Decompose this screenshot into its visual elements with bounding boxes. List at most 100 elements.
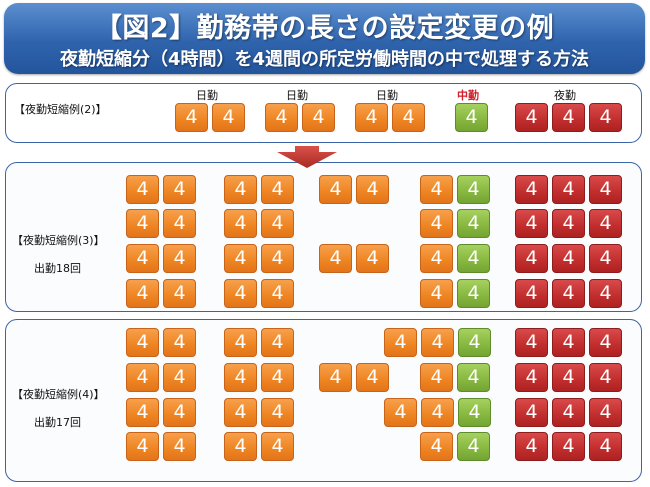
night-shift-block: 4 (589, 103, 622, 132)
day-shift-block: 4 (319, 363, 352, 392)
day-shift-block: 4 (261, 279, 294, 308)
day-shift-block: 4 (224, 328, 257, 357)
shift-label-day-2: 日勤 (286, 89, 308, 102)
day-shift-block: 4 (421, 328, 454, 357)
day-shift-block: 4 (392, 103, 425, 132)
day-shift-block: 4 (224, 279, 257, 308)
day-shift-block: 4 (126, 244, 159, 273)
example-4-count: 出勤17回 (34, 416, 81, 429)
day-shift-block: 4 (261, 398, 294, 427)
day-shift-block: 4 (420, 363, 453, 392)
mid-shift-block: 4 (455, 103, 488, 132)
mid-shift-block: 4 (457, 209, 490, 238)
night-shift-block: 4 (589, 328, 622, 357)
night-shift-block: 4 (589, 398, 622, 427)
shift-label-day-3: 日勤 (376, 89, 398, 102)
night-shift-block: 4 (552, 279, 585, 308)
day-shift-block: 4 (356, 244, 389, 273)
night-shift-block: 4 (515, 279, 548, 308)
night-shift-block: 4 (515, 209, 548, 238)
night-shift-block: 4 (515, 398, 548, 427)
day-shift-block: 4 (384, 328, 417, 357)
night-shift-block: 4 (552, 103, 585, 132)
day-shift-block: 4 (355, 103, 388, 132)
day-shift-block: 4 (384, 398, 417, 427)
day-shift-block: 4 (175, 103, 208, 132)
day-shift-block: 4 (420, 175, 453, 204)
day-shift-block: 4 (420, 209, 453, 238)
day-shift-block: 4 (163, 279, 196, 308)
shift-label-day-1: 日勤 (196, 89, 218, 102)
day-shift-block: 4 (319, 244, 352, 273)
night-shift-block: 4 (515, 432, 548, 461)
shift-label-mid: 中勤 (457, 89, 479, 102)
example-3-label: 【夜勤短縮例(3)】 (12, 234, 105, 247)
mid-shift-block: 4 (457, 279, 490, 308)
day-shift-block: 4 (261, 363, 294, 392)
day-shift-block: 4 (126, 175, 159, 204)
day-shift-block: 4 (163, 432, 196, 461)
shift-label-night: 夜勤 (554, 89, 576, 102)
mid-shift-block: 4 (457, 244, 490, 273)
day-shift-block: 4 (163, 175, 196, 204)
day-shift-block: 4 (261, 432, 294, 461)
night-shift-block: 4 (515, 363, 548, 392)
night-shift-block: 4 (552, 175, 585, 204)
day-shift-block: 4 (212, 103, 245, 132)
night-shift-block: 4 (552, 432, 585, 461)
day-shift-block: 4 (224, 175, 257, 204)
day-shift-block: 4 (319, 175, 352, 204)
day-shift-block: 4 (356, 363, 389, 392)
day-shift-block: 4 (163, 363, 196, 392)
page-subtitle: 夜勤短縮分（4時間）を4週間の所定労働時間の中で処理する方法 (59, 49, 590, 70)
mid-shift-block: 4 (458, 398, 491, 427)
night-shift-block: 4 (589, 175, 622, 204)
day-shift-block: 4 (420, 279, 453, 308)
day-shift-block: 4 (126, 209, 159, 238)
day-shift-block: 4 (356, 175, 389, 204)
day-shift-block: 4 (163, 209, 196, 238)
night-shift-block: 4 (515, 175, 548, 204)
night-shift-block: 4 (589, 209, 622, 238)
night-shift-block: 4 (589, 244, 622, 273)
day-shift-block: 4 (126, 363, 159, 392)
day-shift-block: 4 (163, 328, 196, 357)
night-shift-block: 4 (589, 279, 622, 308)
day-shift-block: 4 (163, 244, 196, 273)
example-3-count: 出勤18回 (34, 262, 81, 275)
night-shift-block: 4 (552, 398, 585, 427)
day-shift-block: 4 (261, 175, 294, 204)
night-shift-block: 4 (552, 328, 585, 357)
night-shift-block: 4 (552, 244, 585, 273)
day-shift-block: 4 (261, 244, 294, 273)
day-shift-block: 4 (261, 328, 294, 357)
header-banner: 【図2】勤務帯の長さの設定変更の例 夜勤短縮分（4時間）を4週間の所定労働時間の… (4, 3, 645, 74)
down-arrow-icon (277, 146, 337, 168)
day-shift-block: 4 (224, 209, 257, 238)
example-2-label: 【夜勤短縮例(2)】 (14, 103, 107, 116)
night-shift-block: 4 (515, 103, 548, 132)
day-shift-block: 4 (420, 432, 453, 461)
day-shift-block: 4 (224, 398, 257, 427)
day-shift-block: 4 (420, 244, 453, 273)
mid-shift-block: 4 (457, 432, 490, 461)
day-shift-block: 4 (224, 432, 257, 461)
mid-shift-block: 4 (457, 175, 490, 204)
day-shift-block: 4 (126, 398, 159, 427)
mid-shift-block: 4 (457, 363, 490, 392)
day-shift-block: 4 (261, 209, 294, 238)
night-shift-block: 4 (515, 328, 548, 357)
night-shift-block: 4 (552, 209, 585, 238)
night-shift-block: 4 (552, 363, 585, 392)
day-shift-block: 4 (224, 244, 257, 273)
day-shift-block: 4 (302, 103, 335, 132)
mid-shift-block: 4 (458, 328, 491, 357)
night-shift-block: 4 (589, 363, 622, 392)
day-shift-block: 4 (163, 398, 196, 427)
day-shift-block: 4 (126, 328, 159, 357)
day-shift-block: 4 (421, 398, 454, 427)
day-shift-block: 4 (126, 432, 159, 461)
night-shift-block: 4 (589, 432, 622, 461)
page-title: 【図2】勤務帯の長さの設定変更の例 (94, 13, 555, 44)
day-shift-block: 4 (265, 103, 298, 132)
